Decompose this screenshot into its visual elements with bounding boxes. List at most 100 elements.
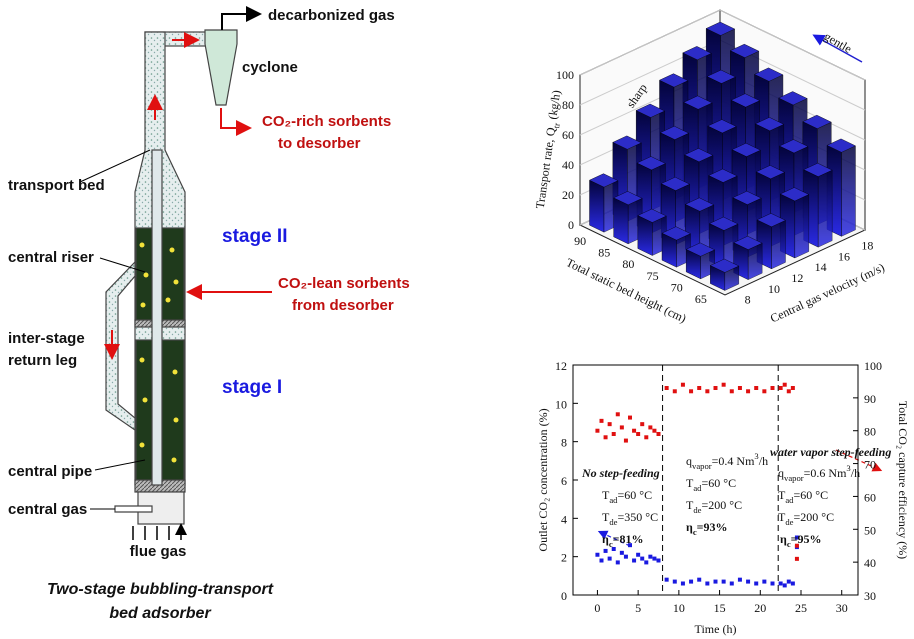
point [782,382,787,387]
point [672,389,677,394]
bar-top [636,156,666,171]
category-tick-label: 14 [815,260,827,274]
point [603,548,608,553]
x-tick-label: 10 [673,601,685,615]
bar-top [612,135,642,150]
label: transport bed [8,177,105,194]
y-axis-title: Outlet CO₂ concentration (%) [536,408,550,551]
bar [826,138,856,237]
y-tick-label: 6 [561,474,567,488]
z-tick-label: 0 [568,218,574,232]
bar-face [817,169,833,248]
label: flue gas [130,543,187,560]
point [721,382,726,387]
scatter-chart: 0 5 10 15 20 25 30 0 2 4 6 8 10 12 30 40 50 60 70 80 90 100 Ti… [536,359,910,636]
point [632,428,637,433]
point [778,386,783,390]
bar-face [589,179,605,233]
axis-title: Central gas velocity (m/s) [768,260,887,325]
annotation: Tad=60 °C [778,488,828,505]
bar-top [659,125,690,140]
y2-tick-label: 30 [864,589,876,603]
bar-top [709,258,740,273]
bar-top [635,103,666,118]
point [721,579,726,584]
point [729,389,734,394]
point [632,558,637,563]
x-tick-label: 15 [714,601,726,615]
point [615,560,620,565]
bar-top [683,95,713,110]
flow-arrows [104,6,272,540]
point [656,432,661,436]
y2-tick-label: 50 [864,523,876,537]
z-tick-label: 100 [556,68,574,82]
annotation: Tde=200 °C [778,510,834,527]
bar-top [803,162,833,177]
bar [709,258,740,291]
point [754,581,759,586]
bar-face [613,197,629,245]
depth-tick-label: 70 [671,281,683,295]
point [628,543,632,548]
annotation: gentle [822,29,854,56]
point [611,547,616,551]
depth-tick-label: 75 [647,269,659,283]
bar-top [682,46,712,61]
bar-top [754,117,785,132]
point [713,579,718,584]
depth-tick-label: 80 [622,257,634,271]
z-tick-label: 60 [562,128,574,142]
label: CO₂-rich sorbents [262,113,391,130]
bar-top [706,69,736,84]
x-tick-label: 25 [795,601,807,615]
bar-top [756,213,786,228]
pointer-lines [79,149,151,510]
point [786,389,791,394]
category-tick-label: 10 [768,282,780,296]
annotation: ηc=81% [602,532,644,549]
point [689,389,694,394]
point [697,386,702,390]
category-tick-label: 8 [745,293,751,307]
return-leg [105,260,136,432]
category-tick-label: 16 [838,249,850,263]
depth-tick-label: 65 [695,292,707,306]
bar-top [755,165,786,180]
bar [733,235,763,280]
point [619,425,624,430]
point [790,386,795,390]
point [782,583,787,588]
bar-face [771,220,786,270]
point [623,554,628,559]
annotation: Tde=200 °C [686,498,742,515]
depth-tick-label: 90 [574,234,586,248]
bar-top [802,114,832,129]
y-tick-label: 10 [555,397,567,411]
point [595,552,600,557]
bar-top [660,176,691,191]
point [762,579,767,584]
label: CO₂-lean sorbents [278,275,410,292]
point [599,558,604,563]
bar-top [589,173,619,188]
label: decarbonized gas [268,7,395,24]
annotation: Tad=60 °C [686,476,736,493]
x-axis-title: Time (h) [695,622,737,636]
cyclone-body [204,29,238,106]
point [607,422,612,427]
bar-top [754,67,784,82]
bar-top [779,139,809,154]
depth-tick-label: 85 [598,246,610,260]
bar-top [684,197,715,212]
bar-top [826,138,856,153]
label: cyclone [242,59,298,76]
annotation: No step-feeding [581,466,660,480]
bar-top [778,91,808,106]
bar [589,173,619,233]
point [644,435,649,440]
label: from desorber [292,297,394,314]
bar-top [659,73,689,88]
